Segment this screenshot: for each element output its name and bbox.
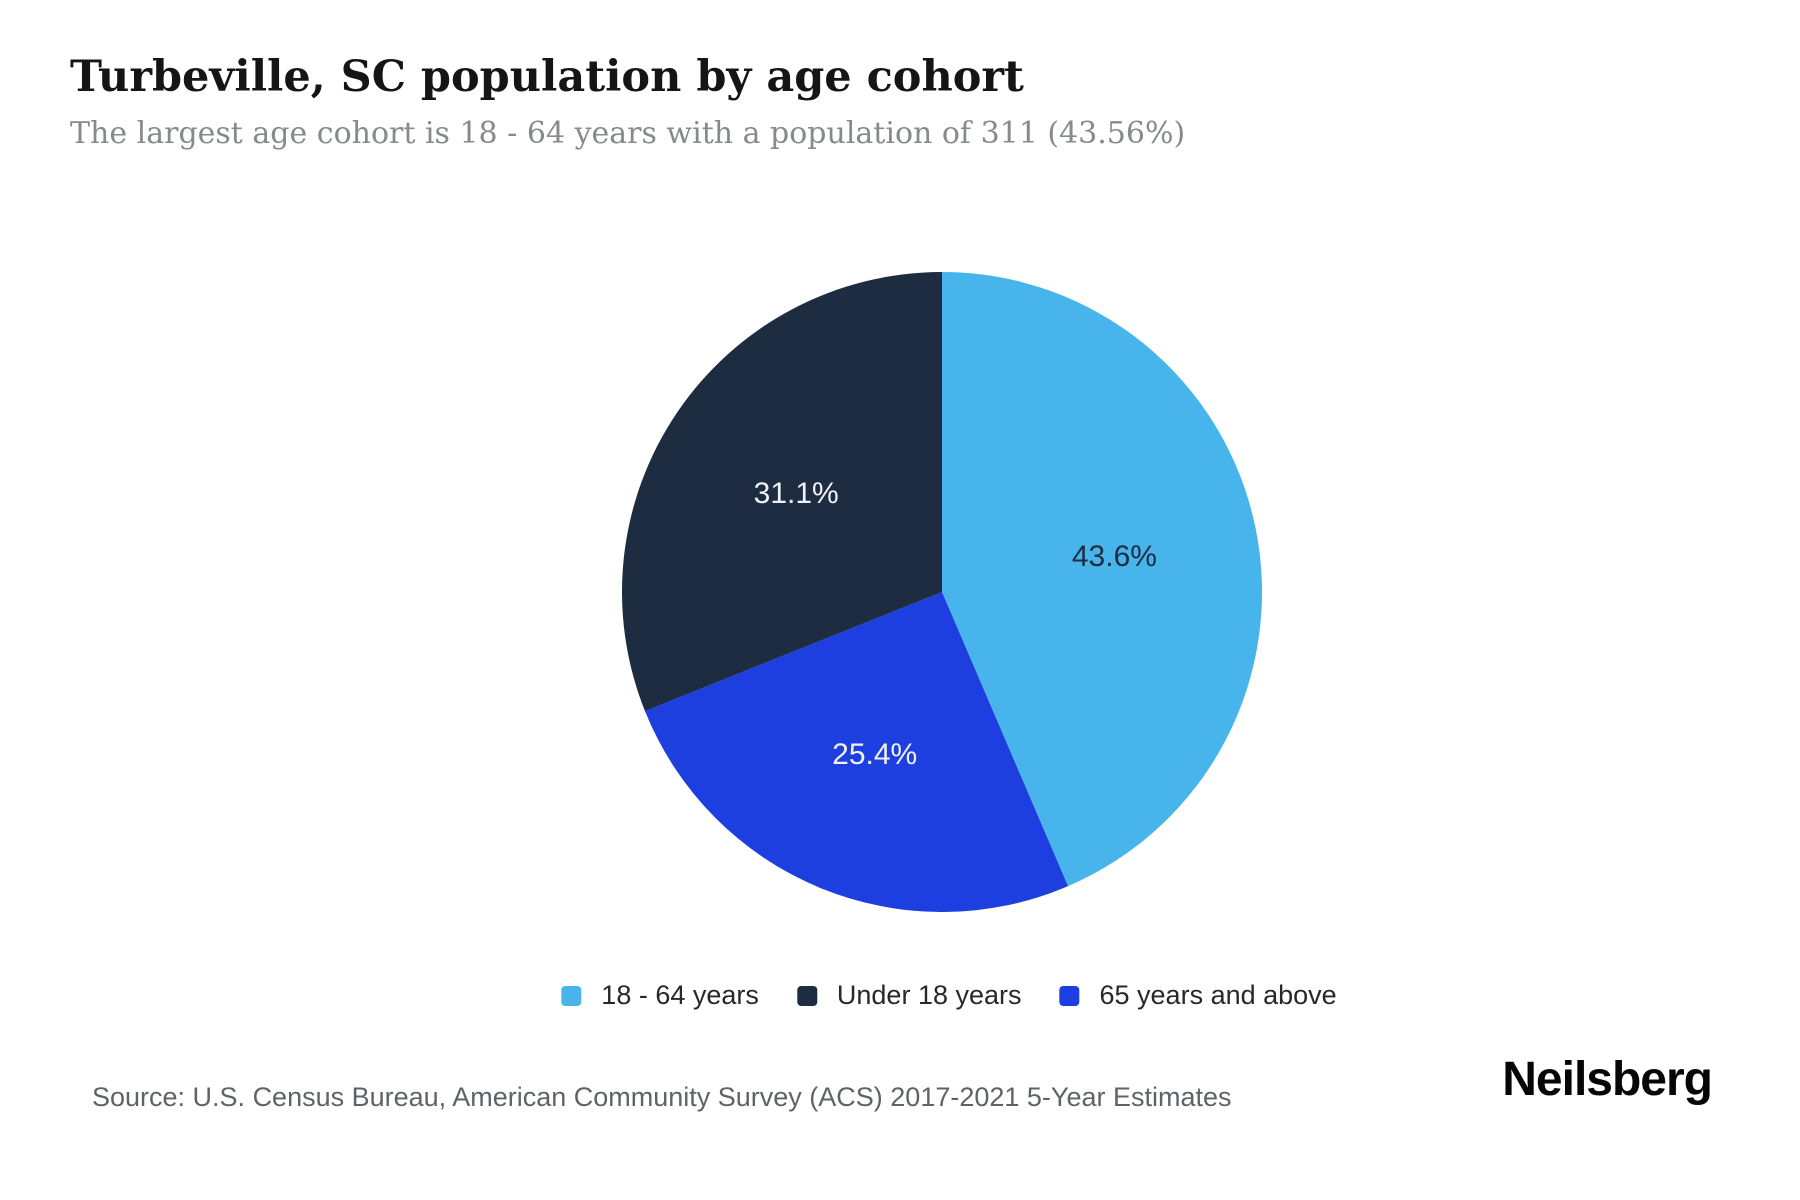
pie-slice-value-label: 43.6% xyxy=(1072,540,1157,573)
pie-slice-value-label: 31.1% xyxy=(754,477,839,510)
legend-label: 65 years and above xyxy=(1099,980,1337,1010)
legend: 18 - 64 years Under 18 years 65 years and … xyxy=(561,980,1337,1011)
legend-item-65-years-and-above: 65 years and above xyxy=(1059,980,1337,1011)
page-subtitle: The largest age cohort is 18 - 64 years … xyxy=(70,116,1186,151)
pie-slice-under-18-years xyxy=(622,272,942,712)
source-attribution: Source: U.S. Census Bureau, American Com… xyxy=(92,1082,1232,1112)
page-title: Turbeville, SC population by age cohort xyxy=(70,52,1024,102)
pie-slice-value-label: 25.4% xyxy=(832,738,917,771)
pie-slice-65-years-and-above xyxy=(644,592,1069,912)
legend-label: 18 - 64 years xyxy=(601,980,759,1010)
legend-item-under-18-years: Under 18 years xyxy=(796,980,1022,1011)
legend-swatch-icon xyxy=(561,985,582,1006)
legend-label: Under 18 years xyxy=(836,980,1022,1010)
pie-chart: 43.6% 25.4% 31.1% xyxy=(622,272,1262,912)
pie-slice-18---64-years xyxy=(942,272,1262,887)
legend-item-18---64-years: 18 - 64 years xyxy=(561,980,759,1011)
legend-swatch-icon xyxy=(796,985,817,1006)
brand-logo: Neilsberg xyxy=(1502,1053,1713,1106)
legend-swatch-icon xyxy=(1059,985,1080,1006)
